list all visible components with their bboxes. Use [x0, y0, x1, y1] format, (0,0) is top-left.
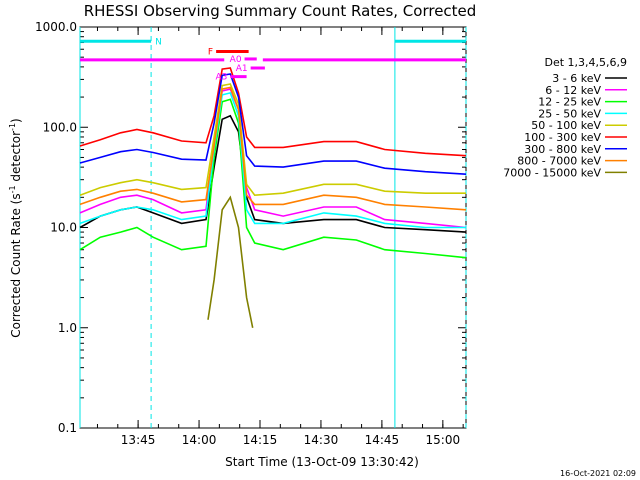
y-axis: 1000.0 100.0 10.0 1.0 0.1	[35, 20, 466, 435]
y-axis-label-part3: )	[9, 118, 23, 123]
series-line	[207, 195, 254, 328]
series-line	[79, 83, 466, 197]
x-tick-label: 15:00	[426, 433, 461, 447]
y-tick-label: 10.0	[50, 221, 77, 235]
series-layer	[79, 67, 467, 328]
night-bar-label: N	[155, 37, 162, 47]
legend-entry-label: 800 - 7000 keV	[517, 155, 601, 168]
x-axis-label: Start Time (13-Oct-09 13:30:42)	[225, 455, 419, 469]
x-axis: 13:45 14:00 14:15 14:30 14:45 15:00	[96, 27, 464, 447]
legend-entry-label: 6 - 12 keV	[545, 84, 601, 97]
series-line	[79, 73, 467, 175]
attenuator-bar-label: A1	[236, 64, 248, 74]
legend-entry-label: 50 - 100 keV	[531, 119, 601, 132]
attenuator-bar-label: A3	[215, 73, 227, 83]
attenuator-bar-label: F	[208, 47, 213, 57]
y-axis-label-part1: Corrected Count Rate (s	[9, 193, 23, 337]
y-axis-label-sup2: -1	[8, 123, 17, 131]
y-tick-label: 100.0	[43, 120, 77, 134]
y-axis-label: Corrected Count Rate (s-1 detector-1)	[8, 118, 23, 337]
series-line	[79, 91, 466, 229]
legend-entry-label: 100 - 300 keV	[524, 131, 601, 144]
y-tick-label: 0.1	[58, 421, 77, 435]
x-tick-label: 14:15	[243, 433, 278, 447]
generation-timestamp: 16-Oct-2021 02:09	[560, 469, 636, 478]
legend-entry-label: 12 - 25 keV	[538, 96, 601, 109]
attenuator-bar-label: A0	[230, 55, 242, 65]
legend-entry-label: 3 - 6 keV	[552, 72, 601, 85]
legend-entry-label: 300 - 800 keV	[524, 143, 601, 156]
y-axis-label-sup1: -1	[8, 185, 17, 193]
legend-entry-label: 25 - 50 keV	[538, 107, 601, 120]
x-tick-label: 14:00	[182, 433, 217, 447]
series-line	[79, 86, 467, 211]
legend-title: Det 1,3,4,5,6,9	[544, 56, 627, 69]
y-axis-label-part2: detector	[9, 131, 23, 186]
series-line	[79, 67, 467, 157]
series-line	[79, 98, 467, 259]
x-tick-label: 14:45	[365, 433, 400, 447]
x-tick-label: 14:30	[304, 433, 339, 447]
legend-entry-label: 7000 - 15000 keV	[503, 166, 601, 179]
x-tick-label: 13:45	[121, 433, 156, 447]
y-tick-label: 1000.0	[35, 20, 77, 34]
chart-title: RHESSI Observing Summary Count Rates, Co…	[84, 2, 477, 20]
y-tick-label: 1.0	[58, 321, 77, 335]
